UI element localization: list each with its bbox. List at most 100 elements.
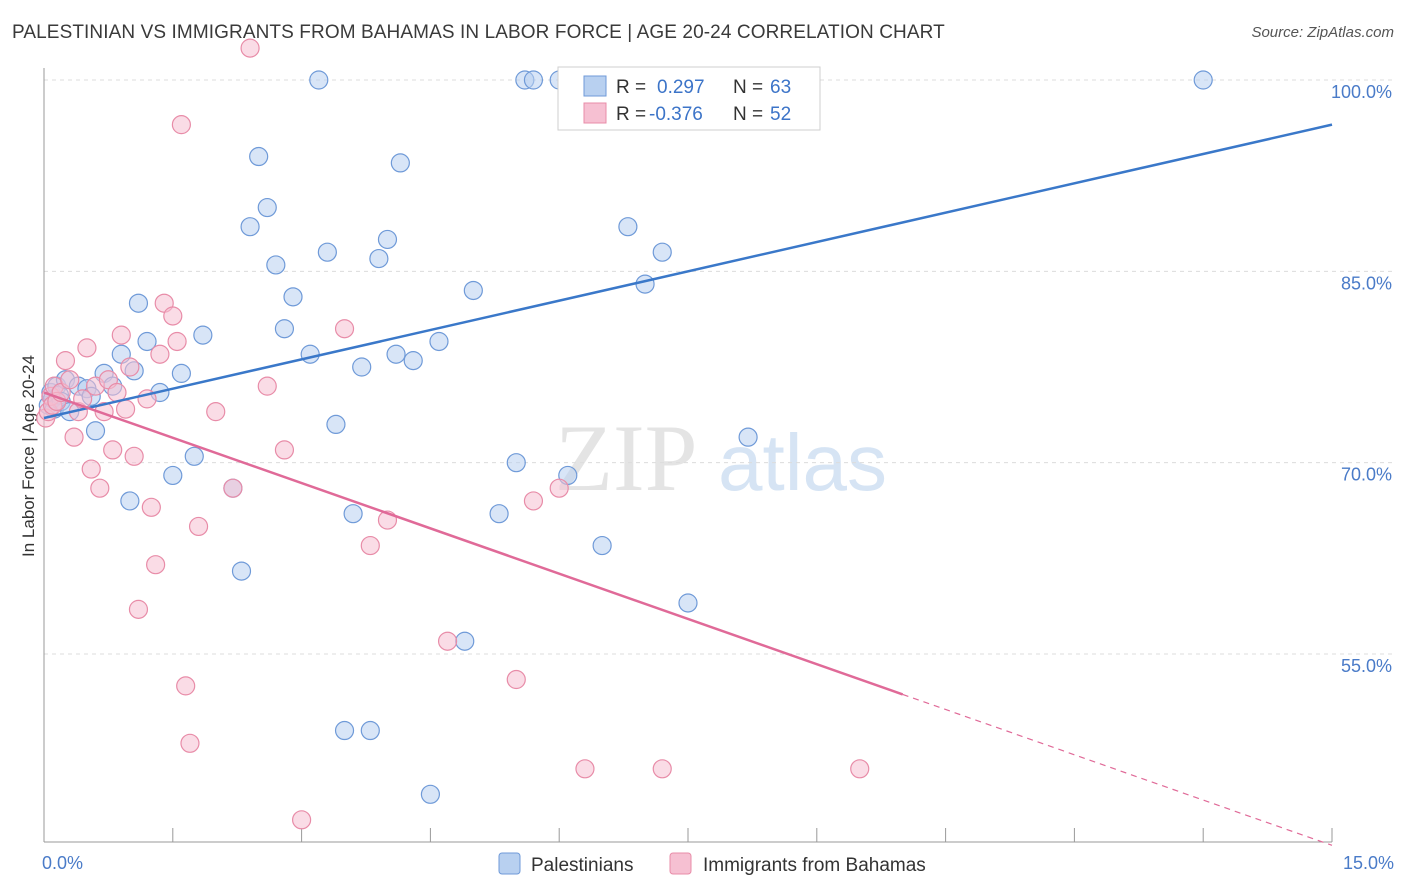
palestinian-point xyxy=(592,535,612,556)
palestinian-point xyxy=(343,504,363,524)
y-tick-label: 100.0% xyxy=(1331,82,1392,102)
palestinian-point xyxy=(85,421,106,441)
bahamas-point xyxy=(850,759,870,779)
bahamas-point xyxy=(575,759,595,779)
palestinian-point xyxy=(274,319,295,339)
bahamas-point xyxy=(55,351,76,371)
bahamas-point xyxy=(103,440,123,460)
palestinian-point xyxy=(193,325,213,345)
bahamas-point xyxy=(150,344,170,364)
bahamas-point xyxy=(240,38,260,58)
r-label-2: R = xyxy=(616,104,646,125)
palestinian-point xyxy=(390,153,410,173)
watermark-zip: ZIP xyxy=(555,405,698,511)
bahamas-point xyxy=(146,555,166,575)
bahamas-point xyxy=(223,478,243,498)
bahamas-point xyxy=(81,459,101,479)
palestinian-point xyxy=(369,248,389,269)
palestinian-point xyxy=(171,363,191,383)
bahamas-point xyxy=(274,440,295,460)
bahamas-point xyxy=(360,535,380,556)
palestinian-point xyxy=(678,593,698,613)
palestinian-point xyxy=(334,720,355,741)
bahamas-point xyxy=(292,810,312,830)
palestinian-point xyxy=(249,146,269,167)
palestinian-point xyxy=(635,274,655,294)
legend-swatch-palestinians xyxy=(498,852,521,875)
palestinian-point xyxy=(429,331,449,352)
n-value-1: 63 xyxy=(770,77,791,98)
palestinian-point xyxy=(386,344,406,364)
palestinian-point xyxy=(257,197,277,218)
palestinian-point xyxy=(618,217,638,237)
stats-legend-swatch-pink xyxy=(583,102,607,124)
legend-label-palestinians: Palestinians xyxy=(531,855,633,876)
bahamas-point xyxy=(90,478,110,498)
x-tick-labels: 0.0% 15.0% xyxy=(42,853,1394,873)
palestinian-point xyxy=(317,242,337,262)
bahamas-trend-line xyxy=(43,391,904,696)
palestinian-point xyxy=(163,465,183,486)
palestinian-point xyxy=(309,70,329,90)
bahamas-point xyxy=(506,669,526,690)
bahamas-point xyxy=(128,599,149,619)
watermark: ZIP atlas xyxy=(555,405,887,511)
palestinian-point xyxy=(128,293,149,313)
bahamas-point xyxy=(115,399,136,419)
palestinian-point xyxy=(266,255,286,275)
y-tick-label: 70.0% xyxy=(1341,465,1392,485)
bahamas-point xyxy=(111,325,131,345)
palestinian-point xyxy=(506,453,526,473)
stats-legend: R = 0.297 N = 63 R = -0.376 N = 52 xyxy=(557,66,821,131)
bahamas-point xyxy=(77,338,97,358)
palestinian-point xyxy=(360,720,380,741)
y-tick-label: 55.0% xyxy=(1341,656,1392,676)
palestinian-point xyxy=(300,344,320,364)
bahamas-point xyxy=(64,427,84,447)
legend-label-bahamas: Immigrants from Bahamas xyxy=(703,855,926,876)
palestinian-point xyxy=(420,784,440,804)
bahamas-point xyxy=(171,115,191,135)
palestinian-point xyxy=(455,631,475,651)
bahamas-point xyxy=(180,733,200,753)
bahamas-point xyxy=(120,357,140,377)
bahamas-point xyxy=(141,497,161,517)
palestinian-point xyxy=(489,504,509,524)
palestinian-point xyxy=(184,446,204,466)
y-axis-title: In Labor Force | Age 20-24 xyxy=(19,355,38,557)
bahamas-point xyxy=(206,402,226,422)
palestinian-point xyxy=(377,229,398,250)
x-tick-label: 0.0% xyxy=(42,853,83,873)
y-tick-labels: 55.0% 70.0% 85.0% 100.0% xyxy=(1331,82,1392,676)
bahamas-point xyxy=(167,331,187,352)
palestinian-point xyxy=(120,491,140,511)
palestinian-point xyxy=(1193,70,1213,90)
x-tick-label: 15.0% xyxy=(1343,853,1394,873)
bahamas-point xyxy=(437,631,458,651)
stats-legend-swatch-blue xyxy=(583,75,607,97)
palestinian-point xyxy=(463,280,483,301)
chart-source: Source: ZipAtlas.com xyxy=(1251,24,1394,41)
x-ticks xyxy=(43,828,1333,842)
trend-lines xyxy=(43,123,1333,846)
palestinian-point xyxy=(652,242,672,262)
palestinian-point xyxy=(523,70,544,90)
bahamas-point xyxy=(124,446,144,466)
palestinian-point xyxy=(283,287,303,307)
palestinian-point xyxy=(231,561,252,581)
y-tick-label: 85.0% xyxy=(1341,273,1392,293)
palestinian-point xyxy=(352,357,372,377)
palestinian-point xyxy=(403,351,423,371)
chart-title: PALESTINIAN VS IMMIGRANTS FROM BAHAMAS I… xyxy=(12,22,945,43)
bahamas-point xyxy=(334,319,355,339)
bahamas-point xyxy=(652,759,672,779)
r-label-1: R = xyxy=(616,77,646,98)
bahamas-point xyxy=(188,516,209,537)
bahamas-trend-extension xyxy=(902,693,1333,846)
bahamas-point xyxy=(163,306,183,326)
bahamas-point xyxy=(549,478,569,498)
palestinian-point xyxy=(738,427,758,447)
r-value-2: -0.376 xyxy=(649,104,703,125)
bahamas-point xyxy=(257,376,277,396)
palestinians-trend-line xyxy=(43,123,1333,420)
